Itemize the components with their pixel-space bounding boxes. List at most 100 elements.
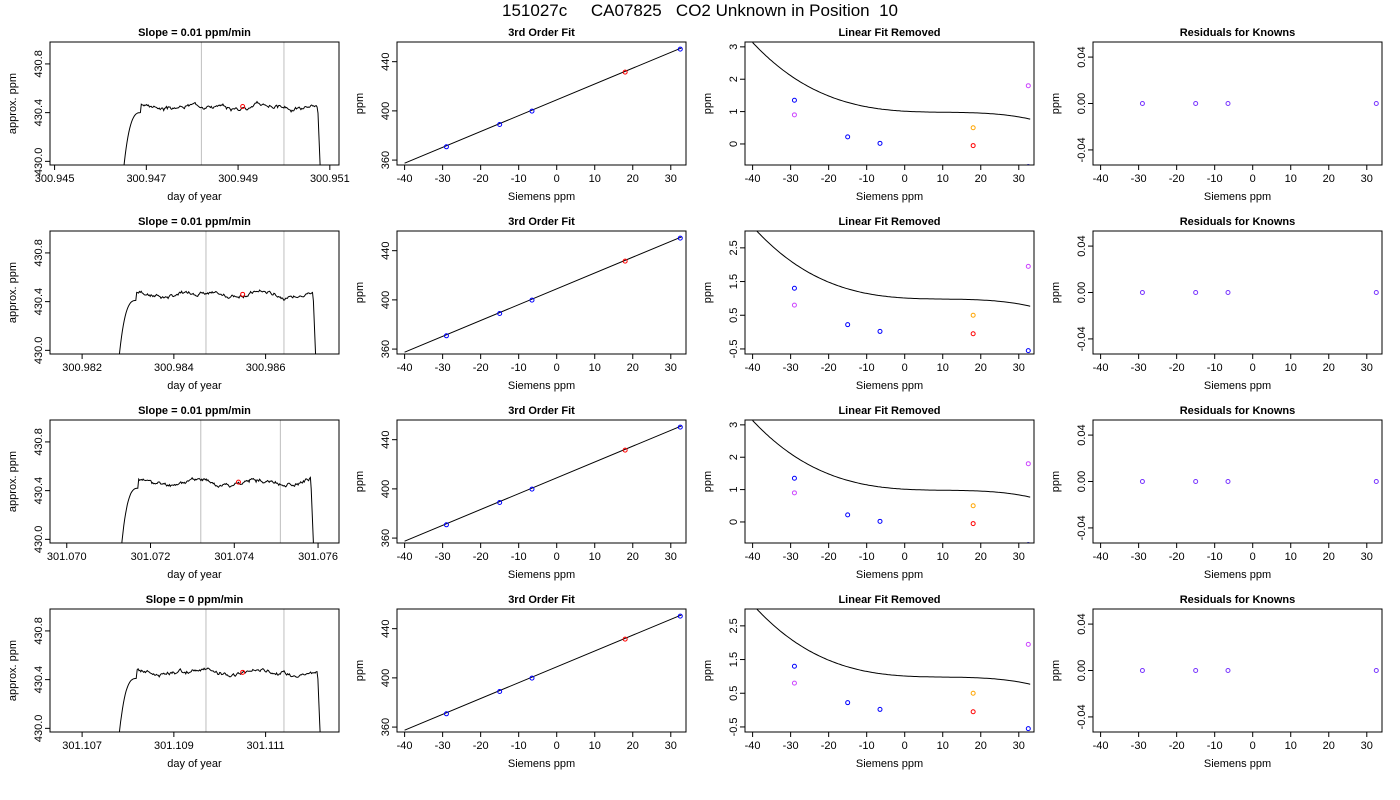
plot-area <box>756 609 1031 732</box>
fit-curve <box>752 420 1031 498</box>
x-tick-label: -30 <box>1131 362 1147 374</box>
data-point <box>970 331 976 337</box>
x-tick-label: -10 <box>859 740 875 752</box>
x-tick-label: -20 <box>1169 173 1185 185</box>
x-tick-label: 0 <box>1250 362 1256 374</box>
x-tick-label: -10 <box>511 362 527 374</box>
data-point <box>1225 290 1231 295</box>
x-tick-label: 10 <box>1285 173 1297 185</box>
panel-r3-c2: 3rd Order Fit -40 -30 -20 -10 0 10 20 30 360 400 44… <box>354 405 687 581</box>
x-tick-label: 20 <box>1323 551 1335 563</box>
fit-line <box>404 47 682 164</box>
x-axis-label: day of year <box>167 380 222 392</box>
data-point <box>529 108 535 114</box>
data-point <box>1139 101 1145 106</box>
data-point <box>1139 479 1145 484</box>
plot-frame <box>396 419 687 544</box>
data-point <box>791 97 797 103</box>
y-tick-label: 0.00 <box>1076 93 1088 114</box>
data-point <box>1193 479 1199 484</box>
plot-area <box>1139 101 1379 106</box>
x-tick-label: -10 <box>511 740 527 752</box>
panel-r2-c1: Slope = 0.01 ppm/min 300.982 300.984 300.98… <box>7 216 340 392</box>
x-tick-label: -20 <box>473 740 489 752</box>
x-tick-label: -40 <box>1093 551 1109 563</box>
panel-r4-c3: Linear Fit Removed -40 -30 -20 -10 0 10 20 30 -0.… <box>702 594 1035 770</box>
x-tick-label: -30 <box>435 740 451 752</box>
plot-area <box>404 424 683 542</box>
y-tick-label: 360 <box>380 151 392 169</box>
y-tick-label: 3 <box>728 422 740 428</box>
x-tick-label: -40 <box>745 173 761 185</box>
data-point <box>791 475 797 481</box>
y-tick-label: 1.5 <box>728 274 740 289</box>
data-point <box>970 312 976 318</box>
y-tick-label: 430.4 <box>33 99 45 127</box>
x-tick-label: -40 <box>397 362 413 374</box>
x-tick-label: 20 <box>627 551 639 563</box>
x-tick-label: 10 <box>589 173 601 185</box>
trace-line <box>123 100 321 165</box>
x-tick-label: -30 <box>1131 551 1147 563</box>
plot-area <box>1139 290 1379 295</box>
panel-r1-c1: Slope = 0.01 ppm/min 300.945 300.947 300.94… <box>7 27 350 203</box>
x-tick-label: 300.947 <box>126 173 166 185</box>
x-tick-label: 300.982 <box>62 362 102 374</box>
y-tick-label: 360 <box>380 340 392 358</box>
y-tick-label: 0.5 <box>728 308 740 323</box>
y-tick-label: 0.04 <box>1076 613 1088 634</box>
x-tick-label: -20 <box>1169 362 1185 374</box>
x-tick-label: -20 <box>473 362 489 374</box>
data-point <box>677 424 683 430</box>
y-tick-label: 0.00 <box>1076 282 1088 303</box>
x-tick-label: -30 <box>435 173 451 185</box>
y-tick-label: 430.8 <box>33 50 45 78</box>
plot-area <box>404 46 683 164</box>
panel-title: Linear Fit Removed <box>838 216 940 228</box>
x-tick-label: -30 <box>783 173 799 185</box>
data-point <box>791 302 797 308</box>
panel-r2-c4: Residuals for Knowns -40 -30 -20 -10 0 10 20 30 -… <box>1050 216 1383 392</box>
data-point <box>845 134 851 140</box>
plot-frame <box>1092 608 1383 733</box>
data-point <box>970 521 976 527</box>
y-tick-label: 440 <box>380 620 392 638</box>
y-tick-label: 0.00 <box>1076 660 1088 681</box>
x-tick-label: 20 <box>1323 740 1335 752</box>
data-point <box>791 680 797 686</box>
plot-frame <box>396 608 687 733</box>
plot-area <box>752 420 1031 543</box>
x-axis-label: day of year <box>167 758 222 770</box>
y-axis-label: ppm <box>702 282 714 303</box>
x-tick-label: 0 <box>554 173 560 185</box>
data-point <box>622 258 628 264</box>
y-tick-label: 430.8 <box>33 617 45 645</box>
x-tick-label: 10 <box>1285 362 1297 374</box>
x-tick-label: -20 <box>473 173 489 185</box>
y-tick-label: 1.5 <box>728 652 740 667</box>
plot-frame <box>744 419 1035 544</box>
data-point <box>677 613 683 619</box>
x-tick-label: -40 <box>397 551 413 563</box>
y-tick-label: 400 <box>380 669 392 687</box>
plot-area <box>1139 668 1379 673</box>
panel-r1-c2: 3rd Order Fit -40 -30 -20 -10 0 10 20 30 360 400 44… <box>354 27 687 203</box>
x-tick-label: 301.074 <box>214 551 254 563</box>
panel-r3-c1: Slope = 0.01 ppm/min 301.070 301.072 301.07… <box>7 405 340 581</box>
panel-title: 3rd Order Fit <box>508 27 575 39</box>
x-tick-label: 300.986 <box>246 362 286 374</box>
data-point <box>845 322 851 328</box>
x-tick-label: 30 <box>1361 740 1373 752</box>
y-axis-label: approx. ppm <box>7 640 19 701</box>
panel-title: Residuals for Knowns <box>1180 216 1296 228</box>
panel-title: Linear Fit Removed <box>838 27 940 39</box>
x-tick-label: -20 <box>1169 551 1185 563</box>
y-axis-label: ppm <box>354 471 366 492</box>
x-tick-label: -10 <box>1207 173 1223 185</box>
data-point <box>1373 101 1379 106</box>
plot-frame <box>744 230 1035 355</box>
plot-area <box>404 613 683 731</box>
x-tick-label: 20 <box>975 362 987 374</box>
x-tick-label: -10 <box>1207 740 1223 752</box>
x-tick-label: -40 <box>1093 173 1109 185</box>
